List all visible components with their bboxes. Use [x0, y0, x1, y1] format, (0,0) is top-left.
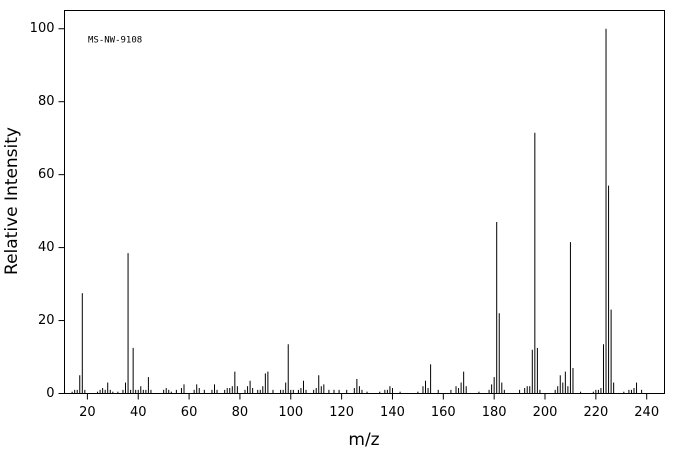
x-tick-label: 200 — [533, 405, 558, 420]
x-tick-label: 180 — [482, 405, 507, 420]
x-tick-label: 100 — [278, 405, 303, 420]
x-tick-label: 120 — [329, 405, 354, 420]
annotation: MS-NW-9108 — [88, 36, 142, 46]
x-tick-label: 220 — [583, 405, 608, 420]
y-tick-label: 80 — [38, 94, 55, 109]
x-tick-label: 240 — [634, 405, 659, 420]
y-axis-label: Relative Intensity — [2, 127, 22, 275]
x-tick-label: 20 — [79, 405, 96, 420]
plot-frame — [64, 10, 665, 394]
x-tick-label: 160 — [431, 405, 456, 420]
x-tick-label: 80 — [232, 405, 249, 420]
x-axis-label: m/z — [348, 430, 379, 450]
y-tick-label: 40 — [38, 240, 55, 255]
y-tick-label: 20 — [38, 313, 55, 328]
y-tick-label: 60 — [38, 167, 55, 182]
y-tick-label: 100 — [30, 21, 55, 36]
y-tick-label: 0 — [46, 386, 54, 401]
x-tick-label: 140 — [380, 405, 405, 420]
x-tick-label: 40 — [130, 405, 147, 420]
x-tick-label: 60 — [181, 405, 198, 420]
